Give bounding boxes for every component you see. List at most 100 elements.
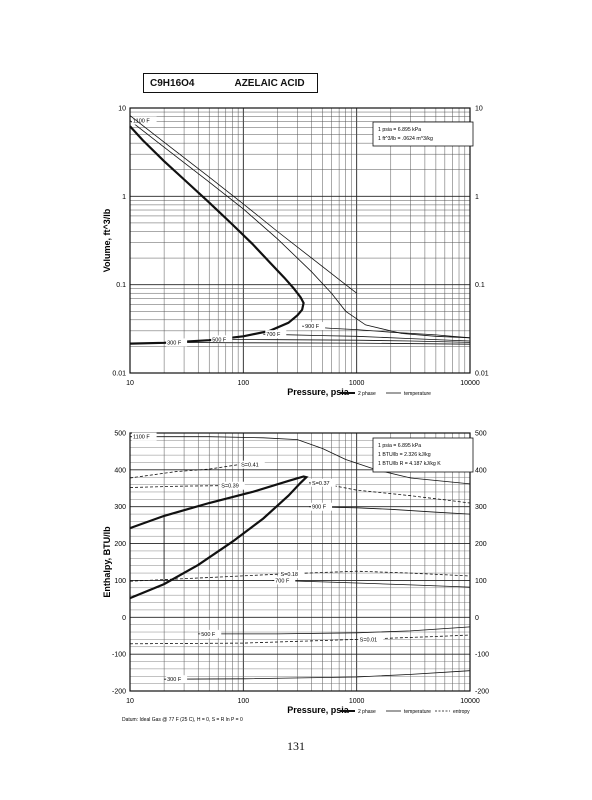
series-label: 900 F [305,324,320,330]
series-label: 300 F [167,677,182,683]
x-tick-label: 10000 [460,698,480,705]
series-label-bg [304,322,326,331]
y-tick-label-right: 0.1 [475,282,485,289]
series-label-bg [279,570,305,579]
y-tick-label-left: -200 [112,689,126,696]
x-axis-label: Pressure, psia [287,387,350,397]
conversion-text: 1 psia = 6.895 kPa [378,443,421,449]
series-label: 1100 F [133,435,150,441]
series-label-bg [132,432,157,441]
x-axis-label: Pressure, psia [287,705,350,715]
y-tick-label-left: 400 [114,467,126,474]
datum-footnote: Datum: Ideal Gas @ 77 F (25 C), H = 0, S… [122,717,243,723]
y-tick-label-right: 500 [475,431,487,438]
series-label: 700 F [266,332,281,338]
plot-frame [129,107,471,374]
series-line-2-phase [129,125,305,345]
y-tick-label-left: 300 [114,504,126,511]
series-label-bg [200,629,222,638]
y-tick-label-right: 0.01 [475,371,489,378]
series-line-900-f [308,506,471,515]
x-tick-label: 1000 [349,380,365,387]
series-line-1100-f [130,436,471,485]
y-tick-label-right: 100 [475,578,487,585]
y-tick-label-left: 200 [114,541,126,548]
series-label-bg [358,635,384,644]
series-line-700-f [263,333,471,342]
y-tick-label-left: 0.01 [112,371,126,378]
plot-frame [129,432,471,692]
x-tick-label: 10000 [460,380,480,387]
series-label-bg [132,116,157,125]
series-line-500-f [198,626,471,635]
y-tick-label-right: 0 [475,615,479,622]
series-line-300-f [164,670,471,680]
conversion-text: 1 BTU/lb = 2.326 kJ/kg [378,452,431,458]
y-tick-label-right: -100 [475,652,489,659]
series-line-s-0-39 [129,485,219,488]
series-line-s-0-41 [129,464,239,479]
series-label-bg [166,338,188,347]
series-label-bg [166,675,188,684]
y-tick-label-right: 400 [475,467,487,474]
series-label-bg [220,481,245,490]
conversion-text: 1 ft^3/lb = .0624 m^3/kg [378,136,433,142]
x-tick-label: 100 [237,380,249,387]
series-label: S=0.39 [221,484,239,490]
series-line-s-0-01 [129,634,471,645]
legend-entry: 2 phase [358,391,376,397]
y-tick-label-left: 500 [114,431,126,438]
series-line-300-f [164,342,471,345]
y-tick-label-left: 0 [122,615,126,622]
series-label: S=0.37 [312,481,330,487]
y-tick-label-left: -100 [112,652,126,659]
x-tick-label: 100 [237,698,249,705]
compound-title-box: C9H16O4 AZELAIC ACID [143,73,318,93]
series-label-bg [311,478,336,487]
legend-entry: temperature [404,391,431,397]
y-tick-label-right: 10 [475,106,483,113]
legend-entry: temperature [404,709,431,715]
compound-name: AZELAIC ACID [234,77,305,89]
series-line-900-f [302,325,471,339]
series-label: S=0.18 [280,572,298,578]
y-tick-label-right: 1 [475,194,479,201]
series-label: 500 F [201,632,216,638]
series-line-upper-thin [129,115,357,294]
y-tick-label-right: 200 [475,541,487,548]
series-label-bg [311,502,333,511]
series-label-bg [211,335,233,344]
series-line-2-phase [129,475,309,600]
series-label: 500 F [212,337,227,343]
y-tick-label-right: 300 [475,504,487,511]
page-number: 131 [287,739,305,753]
chemical-formula: C9H16O4 [150,77,195,89]
y-tick-label-left: 100 [114,578,126,585]
conversion-text: 1 psia = 6.895 kPa [378,127,421,133]
x-tick-label: 10 [126,698,134,705]
series-label: S=0.01 [360,637,378,643]
series-label-bg [265,330,287,339]
y-tick-label-left: 1 [122,194,126,201]
conversion-box [372,121,474,147]
series-label-bg [274,576,296,585]
legend-entry: entropy [453,709,470,715]
conversion-text: 1 BTU/lb R = 4.187 kJ/kg K [378,461,441,467]
series-label-bg [240,460,265,469]
x-tick-label: 1000 [349,698,365,705]
y-tick-label-left: 0.1 [116,282,126,289]
legend-entry: 2 phase [358,709,376,715]
x-tick-label: 10 [126,380,134,387]
series-label: S=0.41 [241,463,259,469]
y-axis-label: Volume, ft^3/lb [102,208,112,272]
series-line-700-f [272,580,471,588]
series-label: 900 F [312,505,327,511]
y-tick-label-left: 10 [118,106,126,113]
conversion-box [372,437,474,473]
y-tick-label-right: -200 [475,689,489,696]
y-axis-label: Enthalpy, BTU/lb [102,526,112,598]
series-line-s-0-18 [129,570,471,582]
series-label: 700 F [275,578,290,584]
series-label: 1100 F [133,119,150,125]
